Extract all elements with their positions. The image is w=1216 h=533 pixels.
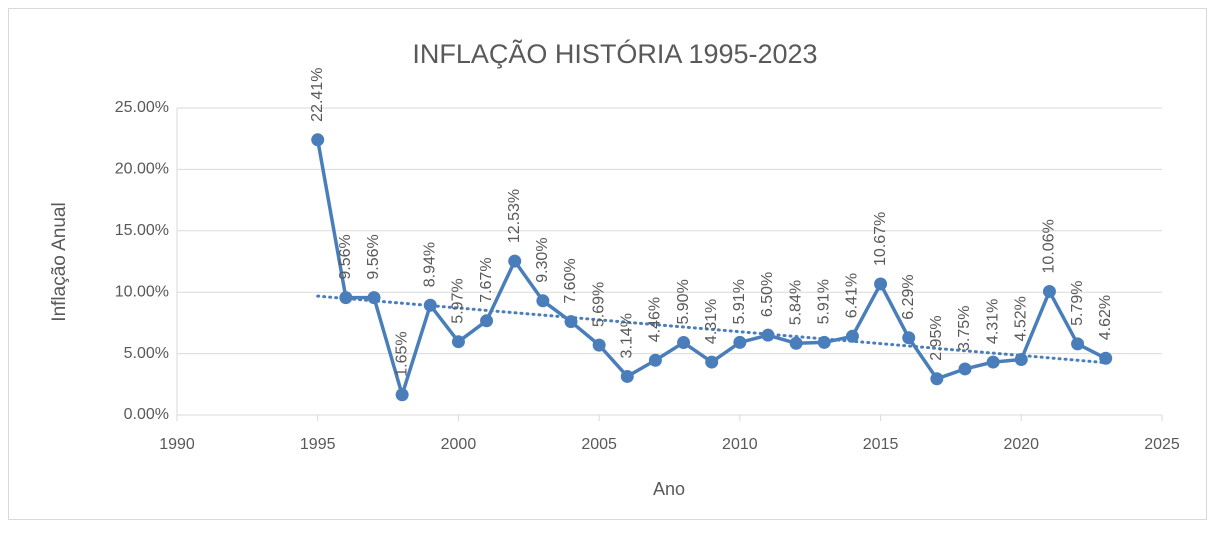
x-tick-label: 2005 xyxy=(581,436,617,453)
data-point xyxy=(339,291,353,305)
data-point xyxy=(986,355,1000,369)
data-point xyxy=(705,355,719,369)
data-label: 5.84% xyxy=(787,280,804,325)
data-point xyxy=(958,362,972,376)
data-point xyxy=(508,254,522,268)
x-tick-label: 2010 xyxy=(722,436,758,453)
data-point xyxy=(874,277,888,291)
data-point xyxy=(311,133,325,147)
data-label: 4.31% xyxy=(984,299,1001,344)
data-point xyxy=(648,353,662,367)
data-label: 4.31% xyxy=(703,299,720,344)
data-label: 9.56% xyxy=(337,234,354,279)
data-point xyxy=(451,335,465,349)
data-point xyxy=(536,294,550,308)
data-label: 10.67% xyxy=(872,212,889,266)
data-label: 5.69% xyxy=(590,282,607,327)
chart-border xyxy=(8,8,1207,520)
data-label: 6.29% xyxy=(900,274,917,319)
data-label: 5.91% xyxy=(731,279,748,324)
data-label: 9.56% xyxy=(365,234,382,279)
data-point xyxy=(761,328,775,342)
x-tick-label: 1995 xyxy=(300,436,336,453)
data-label: 3.75% xyxy=(956,306,973,351)
y-tick-label: 0.00% xyxy=(124,406,169,423)
data-label: 4.52% xyxy=(1013,296,1030,341)
data-point xyxy=(902,331,916,345)
y-axis-title: Inflação Anual xyxy=(49,202,70,321)
data-label: 22.41% xyxy=(309,68,326,122)
data-point xyxy=(1099,351,1113,365)
data-label: 8.94% xyxy=(422,242,439,287)
data-label: 10.06% xyxy=(1041,219,1058,273)
y-tick-label: 20.00% xyxy=(115,161,169,178)
data-label: 4.62% xyxy=(1097,295,1114,340)
data-point xyxy=(592,338,606,352)
data-point xyxy=(1014,352,1028,366)
data-point xyxy=(1071,337,1085,351)
data-point xyxy=(845,329,859,343)
x-tick-label: 2015 xyxy=(863,436,899,453)
data-label: 5.97% xyxy=(450,278,467,323)
data-label: 12.53% xyxy=(506,189,523,243)
data-label: 1.65% xyxy=(393,331,410,376)
x-tick-label: 1990 xyxy=(159,436,195,453)
data-point xyxy=(564,315,578,329)
data-point xyxy=(1042,284,1056,298)
x-tick-label: 2000 xyxy=(441,436,477,453)
x-tick-label: 2025 xyxy=(1144,436,1180,453)
data-point xyxy=(677,336,691,350)
data-label: 6.50% xyxy=(759,272,776,317)
data-point xyxy=(733,335,747,349)
data-point xyxy=(789,336,803,350)
data-label: 7.60% xyxy=(562,258,579,303)
data-label: 3.14% xyxy=(619,313,636,358)
chart-title: INFLAÇÃO HISTÓRIA 1995-2023 xyxy=(412,38,817,69)
data-point xyxy=(367,291,381,305)
data-label: 5.91% xyxy=(816,279,833,324)
x-tick-label: 2020 xyxy=(1003,436,1039,453)
y-tick-label: 15.00% xyxy=(115,222,169,239)
data-label: 9.30% xyxy=(534,237,551,282)
data-label: 2.95% xyxy=(928,315,945,360)
data-point xyxy=(423,298,437,312)
data-point xyxy=(817,335,831,349)
x-axis-title: Ano xyxy=(653,479,685,499)
y-tick-label: 5.00% xyxy=(124,345,169,362)
data-label: 6.41% xyxy=(844,273,861,318)
data-point xyxy=(395,388,409,402)
data-label: 5.90% xyxy=(675,279,692,324)
data-point xyxy=(930,372,944,386)
data-label: 5.79% xyxy=(1069,281,1086,326)
y-tick-label: 25.00% xyxy=(115,99,169,116)
trendline xyxy=(316,294,1108,365)
data-label: 7.67% xyxy=(478,257,495,302)
data-point xyxy=(480,314,494,328)
data-label: 4.46% xyxy=(647,297,664,342)
data-point xyxy=(620,369,634,383)
y-tick-label: 10.00% xyxy=(115,283,169,300)
